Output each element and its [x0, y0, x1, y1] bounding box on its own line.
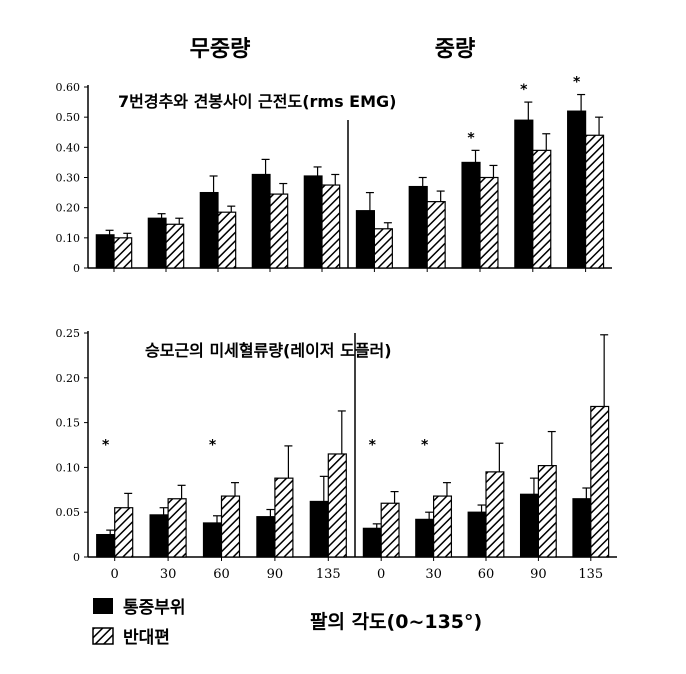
x-tick-label: 0: [111, 567, 119, 582]
legend-label-opposite-side: 반대편: [123, 628, 170, 648]
x-tick-label: 135: [578, 567, 603, 582]
bar-pain-side: [95, 234, 115, 269]
bar-opposite-side: [167, 498, 187, 558]
top-chart-title: 7번경추와 견봉사이 근전도(rms EMG): [118, 92, 396, 111]
bar-pain-side: [251, 173, 271, 269]
bar-pain-side: [362, 527, 382, 558]
bar-opposite-side: [220, 495, 241, 558]
bar-opposite-side: [584, 134, 605, 269]
bar-pain-side: [355, 210, 375, 269]
bar-opposite-side: [426, 201, 446, 269]
bar-pain-side: [519, 493, 539, 558]
significance-marker: *: [209, 437, 217, 453]
bar-opposite-side: [479, 176, 499, 269]
significance-marker: *: [467, 130, 475, 146]
bar-pain-side: [309, 500, 329, 558]
significance-marker: *: [102, 437, 110, 453]
y-tick-label: 0: [73, 551, 80, 564]
legend-swatch-hatch: [92, 627, 114, 645]
bottom-chart-title: 승모근의 미세혈류량(레이저 도플러): [145, 341, 392, 360]
legend-label-pain-side: 통증부위: [123, 598, 186, 618]
bar-pain-side: [408, 185, 428, 269]
bar-opposite-side: [321, 184, 341, 269]
bar-opposite-side: [274, 477, 294, 558]
bar-opposite-side: [380, 502, 400, 558]
bar-pain-side: [514, 119, 534, 269]
x-tick-label: 30: [160, 567, 177, 582]
bar-opposite-side: [373, 228, 393, 269]
y-tick-label: 0.20: [56, 202, 81, 215]
x-axis-label: 팔의 각도(0~135°): [310, 611, 482, 633]
blood-flow-chart: 0 0.05 0.10 0.15 0.20 0.25 * 0 30 * 60 90 135 * 0 * 30 60…: [56, 327, 617, 582]
x-tick-label: 0: [377, 567, 385, 582]
bar-pain-side: [199, 191, 219, 269]
legend: 통증부위 반대편: [92, 598, 186, 648]
bar-pain-side: [96, 533, 116, 558]
y-tick-label: 0.25: [56, 327, 81, 340]
x-tick-label: 60: [478, 567, 495, 582]
emg-chart: 0 0.10 0.20 0.30 0.40 0.50 0.60 * * *: [56, 75, 612, 275]
bar-opposite-side: [217, 211, 237, 269]
bar-opposite-side: [327, 453, 347, 558]
column-title-no-weight: 무중량: [190, 37, 251, 62]
bar-opposite-side: [433, 495, 453, 558]
bar-opposite-side: [590, 405, 610, 558]
y-tick-label: 0.60: [56, 81, 81, 94]
significance-marker: *: [573, 75, 581, 91]
bar-pain-side: [147, 217, 167, 269]
bar-pain-side: [202, 522, 223, 558]
bar-pain-side: [572, 498, 592, 558]
bar-pain-side: [256, 516, 276, 558]
bar-pain-side: [415, 518, 435, 558]
bar-pain-side: [467, 511, 487, 558]
bar-opposite-side: [269, 193, 289, 269]
bar-pain-side: [149, 514, 169, 558]
x-tick-label: 90: [267, 567, 284, 582]
significance-marker: *: [520, 82, 528, 98]
y-tick-label: 0.40: [56, 141, 81, 154]
bar-opposite-side: [537, 465, 557, 558]
bar-pain-side: [461, 161, 481, 269]
bar-pain-side: [567, 110, 587, 269]
column-title-weight: 중량: [435, 37, 475, 62]
x-tick-label: 60: [213, 567, 230, 582]
bar-opposite-side: [114, 507, 134, 558]
significance-marker: *: [369, 437, 377, 453]
bar-opposite-side: [113, 237, 133, 269]
legend-swatch-solid: [93, 598, 113, 614]
y-tick-label: 0.05: [56, 506, 81, 519]
y-tick-label: 0.15: [56, 417, 81, 430]
bar-opposite-side: [532, 149, 552, 269]
y-tick-label: 0.30: [56, 172, 81, 185]
x-tick-label: 30: [425, 567, 442, 582]
x-tick-label: 135: [316, 567, 341, 582]
y-tick-label: 0.20: [56, 372, 81, 385]
y-tick-label: 0.10: [56, 461, 81, 474]
bar-opposite-side: [165, 223, 185, 269]
y-tick-label: 0: [73, 262, 80, 275]
bar-opposite-side: [485, 471, 505, 558]
x-tick-label: 90: [530, 567, 547, 582]
y-tick-label: 0.50: [56, 111, 81, 124]
y-tick-label: 0.10: [56, 232, 81, 245]
bar-pain-side: [303, 175, 323, 269]
significance-marker: *: [421, 437, 429, 453]
